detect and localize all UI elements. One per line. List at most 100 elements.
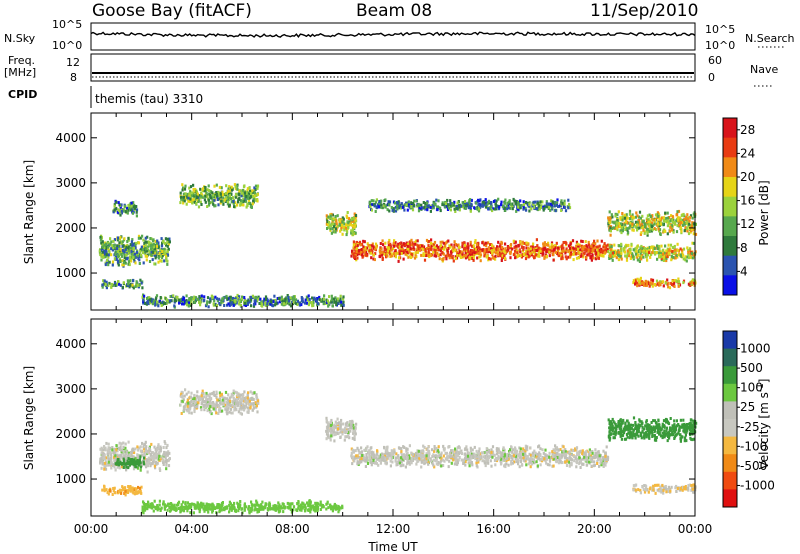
echo-cell <box>135 465 138 469</box>
echo-cell <box>643 225 647 229</box>
echo-cell <box>477 198 480 202</box>
echo-cell <box>165 463 168 467</box>
echo-cell <box>332 297 335 301</box>
echo-cell <box>694 250 697 254</box>
echo-cell <box>675 219 678 223</box>
echo-cell <box>581 240 584 243</box>
echo-cell <box>628 254 631 258</box>
echo-cell <box>345 233 348 237</box>
echo-cell <box>257 399 260 403</box>
echo-cell <box>611 258 614 262</box>
echo-cell <box>658 244 661 248</box>
echo-cell <box>671 246 674 249</box>
echo-cell <box>318 298 321 302</box>
echo-cell <box>370 256 373 260</box>
echo-cell <box>305 295 308 299</box>
echo-cell <box>233 205 236 209</box>
echo-cell <box>336 214 339 218</box>
echo-cell <box>676 224 679 228</box>
echo-cell <box>203 198 206 202</box>
echo-cell <box>515 209 518 213</box>
echo-cell <box>472 244 475 248</box>
echo-cell <box>251 392 254 396</box>
freq-label-2: [MHz] <box>4 66 36 79</box>
echo-cell <box>122 461 126 465</box>
echo-cell <box>342 300 345 304</box>
echo-cell <box>100 448 103 451</box>
echo-cell <box>552 248 555 252</box>
echo-cell <box>370 199 373 203</box>
echo-cell <box>678 223 681 227</box>
echo-cell <box>639 249 642 253</box>
echo-cell <box>155 250 158 254</box>
echo-cell <box>155 294 159 298</box>
echo-cell <box>500 259 503 262</box>
echo-cell <box>199 406 203 410</box>
echo-cell <box>137 234 141 238</box>
echo-cell <box>189 192 192 196</box>
echo-cell <box>368 246 372 250</box>
echo-cell <box>645 217 648 221</box>
echo-cell <box>624 228 627 231</box>
echo-cell <box>151 300 154 304</box>
echo-cell <box>251 189 254 193</box>
echo-cell <box>630 242 633 246</box>
echo-cell <box>120 491 123 495</box>
echo-cell <box>469 240 472 244</box>
echo-cell <box>227 187 230 191</box>
echo-cell <box>129 279 132 283</box>
echo-cell <box>199 297 202 300</box>
echo-cell <box>672 230 675 234</box>
echo-cell <box>106 450 109 453</box>
echo-cell <box>263 297 266 301</box>
echo-cell <box>416 239 419 243</box>
echo-cell <box>110 240 113 244</box>
echo-cell <box>528 250 532 254</box>
echo-cell <box>129 256 132 260</box>
echo-cell <box>627 231 630 235</box>
echo-cell <box>537 251 540 255</box>
echo-cell <box>689 214 693 218</box>
echo-cell <box>526 250 529 254</box>
echo-cell <box>139 278 142 282</box>
echo-cell <box>246 187 249 191</box>
echo-cell <box>207 393 210 397</box>
echo-cell <box>132 256 135 260</box>
echo-cell <box>479 259 482 263</box>
echo-cell <box>492 207 495 211</box>
echo-cell <box>540 204 543 208</box>
echo-cell <box>102 255 105 259</box>
echo-cell <box>120 252 123 256</box>
echo-cell <box>102 456 105 460</box>
echo-cell <box>108 281 111 285</box>
echo-cell <box>193 200 196 204</box>
echo-cell <box>234 195 237 199</box>
echo-cell <box>681 250 684 254</box>
echo-cell <box>185 392 188 396</box>
echo-cell <box>610 213 613 217</box>
echo-cell <box>511 207 514 211</box>
echo-cell <box>188 186 191 190</box>
echo-cell <box>447 239 450 243</box>
echo-cell <box>220 301 223 305</box>
echo-cell <box>159 254 162 258</box>
echo-cell <box>519 199 522 203</box>
echo-cell <box>122 244 125 248</box>
echo-cell <box>467 206 470 210</box>
echo-cell <box>561 243 564 247</box>
echo-cell <box>617 250 620 254</box>
echo-cell <box>226 202 229 206</box>
echo-cell <box>173 304 176 308</box>
echo-cell <box>212 401 215 404</box>
echo-cell <box>195 403 198 406</box>
echo-cell <box>175 295 178 299</box>
echo-cell <box>117 201 120 205</box>
echo-cell <box>582 255 585 259</box>
echo-cell <box>398 252 401 256</box>
echo-cell <box>388 203 391 207</box>
echo-cell <box>400 206 403 210</box>
echo-cell <box>103 488 106 492</box>
echo-cell <box>228 399 232 403</box>
echo-cell <box>636 258 639 262</box>
echo-cell <box>412 242 415 246</box>
